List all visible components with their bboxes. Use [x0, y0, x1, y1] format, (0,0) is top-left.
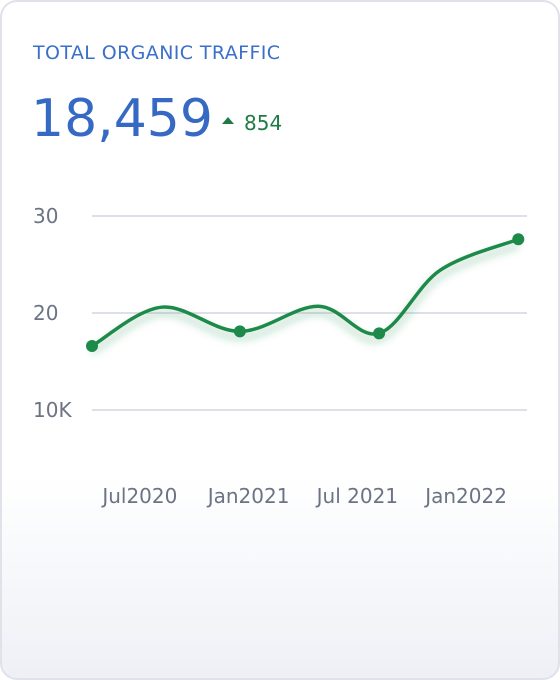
x-tick-label: Jul2020: [100, 484, 177, 508]
x-tick-label: Jan2021: [206, 484, 290, 508]
y-tick-label: 10K: [33, 398, 72, 422]
delta-value: 854: [244, 111, 282, 135]
line-glow: [90, 242, 520, 355]
card-title: TOTAL ORGANIC TRAFFIC: [32, 42, 280, 64]
point-marker: [512, 233, 525, 246]
x-tick-label: Jul 2021: [315, 484, 398, 508]
y-tick-label: 20: [33, 301, 58, 325]
x-tick-label: Jan2022: [423, 484, 507, 508]
y-tick-label: 30: [33, 204, 58, 228]
line: [90, 237, 521, 348]
point-marker: [233, 325, 246, 338]
delta-arrow: [222, 117, 234, 124]
point-marker: [373, 327, 386, 340]
plot: 10K 20 30 Jul2020 Jan2021 Jul 2021 Jan2022: [33, 204, 527, 508]
total-value: 18,459: [31, 89, 213, 149]
point-marker: [86, 339, 98, 352]
